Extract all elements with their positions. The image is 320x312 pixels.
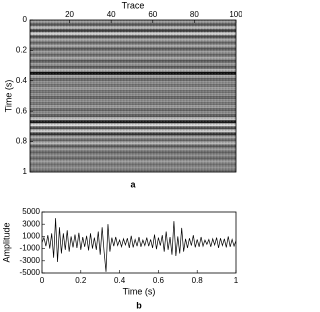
- y-tick-label: 1000: [22, 232, 40, 241]
- y-tick-label: 3000: [22, 219, 40, 228]
- y-tick-label: 0.4: [16, 76, 28, 85]
- y-tick-label: -5000: [20, 268, 41, 277]
- x-tick-label: 0: [40, 276, 45, 285]
- y-tick-label: 1: [23, 167, 28, 176]
- axes-frame: [41, 211, 237, 274]
- x-tick-label: 20: [65, 10, 74, 19]
- amplitude-line: [41, 218, 237, 272]
- x-tick-label: 80: [190, 10, 199, 19]
- y-axis-label: Amplitude: [1, 222, 11, 262]
- x-tick-label: 0.8: [192, 276, 204, 285]
- panel-label: b: [136, 300, 142, 310]
- x-tick-label: 0.2: [75, 276, 87, 285]
- y-tick-label: 0.8: [16, 137, 28, 146]
- x-tick-label: 1: [234, 276, 239, 285]
- y-tick-label: 0.6: [16, 106, 28, 115]
- y-axis-label: Time (s): [3, 80, 13, 113]
- y-tick-label: 0: [23, 15, 28, 24]
- y-tick-label: -1000: [20, 244, 41, 253]
- y-tick-label: -3000: [20, 256, 41, 265]
- x-tick-label: 40: [107, 10, 116, 19]
- axes-frame: [29, 19, 237, 173]
- x-tick-label: 0.6: [153, 276, 165, 285]
- x-axis-label: Trace: [122, 0, 145, 10]
- texture: [30, 20, 236, 172]
- y-tick-label: 5000: [22, 207, 40, 216]
- y-tick-label: 0.2: [16, 46, 28, 55]
- x-tick-label: 0.4: [114, 276, 126, 285]
- x-tick-label: 100: [229, 10, 242, 19]
- x-tick-label: 60: [148, 10, 157, 19]
- x-axis-label: Time (s): [123, 286, 156, 296]
- panel-label: a: [130, 179, 136, 189]
